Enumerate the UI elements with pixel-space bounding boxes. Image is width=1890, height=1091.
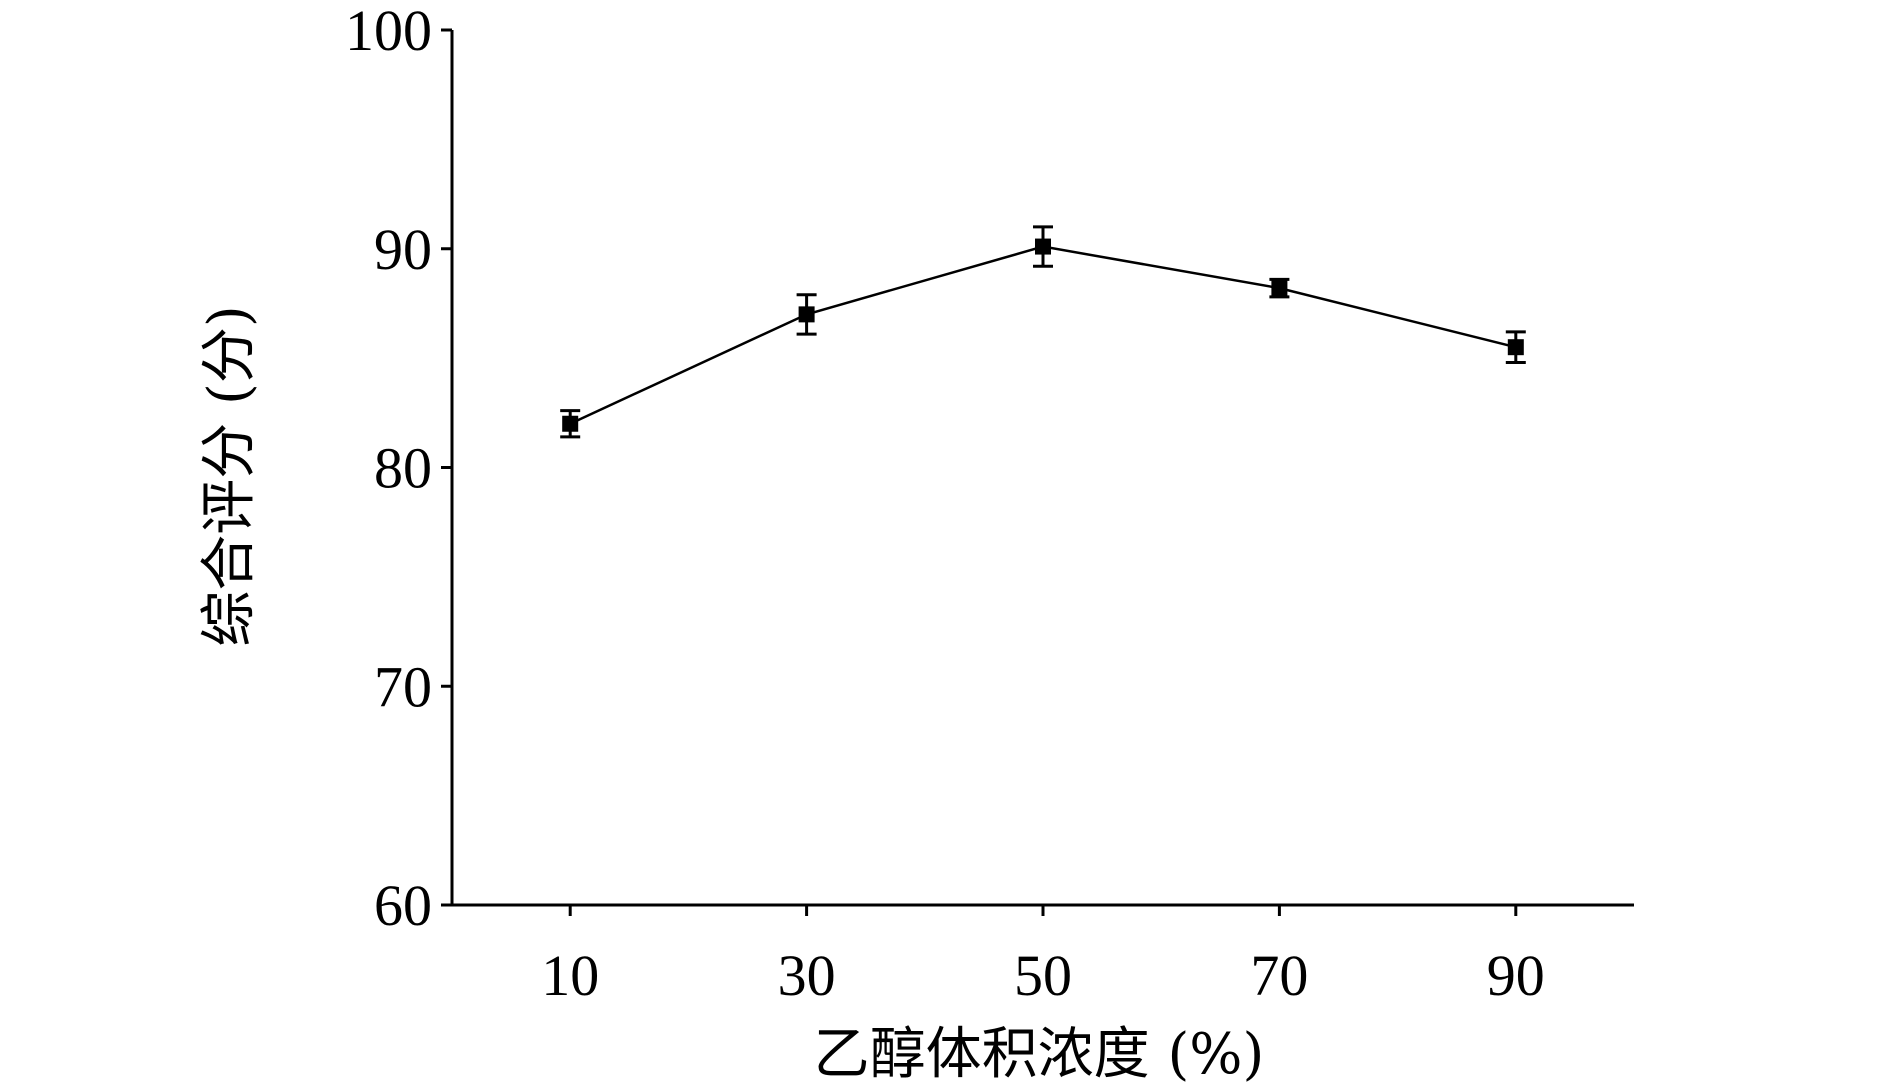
x-tick-label: 90 (1487, 943, 1545, 1008)
x-tick-label: 30 (778, 943, 836, 1008)
x-axis-title: 乙醇体积浓度 (%) (814, 1022, 1265, 1087)
x-tick-label: 70 (1250, 943, 1308, 1008)
y-axis-title: 综合评分 (分) (197, 305, 262, 647)
data-point-marker (1271, 280, 1288, 297)
y-tick-label: 80 (374, 436, 432, 501)
data-point-marker (1507, 339, 1524, 356)
data-point-marker (798, 306, 815, 323)
data-point-marker (562, 415, 579, 432)
data-point-marker (1035, 238, 1051, 255)
y-tick-label: 90 (374, 217, 432, 282)
x-tick-label: 10 (541, 943, 599, 1008)
x-ticks: 10 30 50 70 90 (541, 905, 1545, 1008)
x-tick-label: 50 (1014, 943, 1072, 1008)
y-tick-label: 70 (374, 654, 432, 719)
axes (450, 30, 1634, 907)
y-tick-label: 100 (345, 0, 432, 63)
y-tick-label: 60 (374, 873, 432, 938)
y-ticks: 60 70 80 90 100 (345, 0, 452, 938)
series-line (569, 245, 1517, 425)
series-layer (560, 225, 1526, 439)
